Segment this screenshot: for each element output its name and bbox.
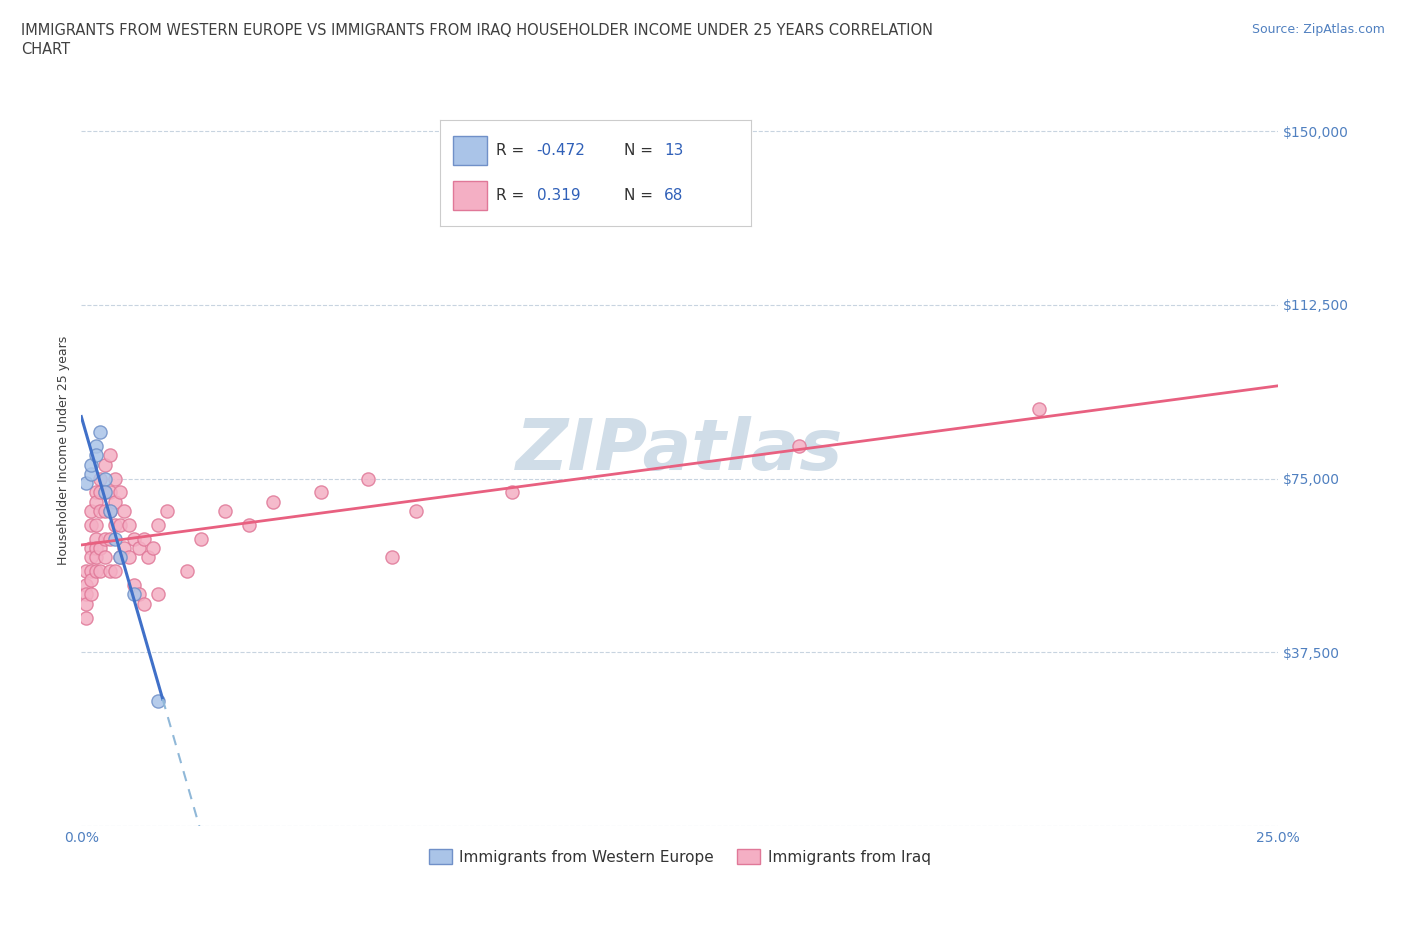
Point <box>80 540 103 555</box>
Point <box>128 540 150 555</box>
Point <box>84 517 107 532</box>
Point <box>80 550 103 565</box>
Point <box>122 578 145 592</box>
Point <box>1028 402 1050 417</box>
Point <box>98 503 121 518</box>
Point <box>98 503 121 518</box>
Point <box>146 517 169 532</box>
Point <box>787 439 810 454</box>
Point <box>94 550 117 565</box>
Point <box>80 467 103 482</box>
Point <box>405 503 427 518</box>
Point <box>136 550 159 565</box>
Point <box>112 540 135 555</box>
Point <box>89 564 111 578</box>
Point <box>156 503 179 518</box>
Point <box>108 550 131 565</box>
Point <box>89 472 111 486</box>
Point <box>128 587 150 602</box>
Point <box>75 596 97 611</box>
Point <box>118 550 141 565</box>
Point <box>75 587 97 602</box>
Point <box>94 472 117 486</box>
Point <box>84 494 107 509</box>
Text: IMMIGRANTS FROM WESTERN EUROPE VS IMMIGRANTS FROM IRAQ HOUSEHOLDER INCOME UNDER : IMMIGRANTS FROM WESTERN EUROPE VS IMMIGR… <box>21 23 934 38</box>
Point <box>94 503 117 518</box>
Point <box>501 485 523 499</box>
Point <box>94 531 117 546</box>
Point <box>98 531 121 546</box>
Point <box>98 485 121 499</box>
Point <box>132 531 155 546</box>
Point <box>357 472 380 486</box>
Point <box>94 485 117 499</box>
Point <box>104 517 127 532</box>
Point <box>94 458 117 472</box>
Point <box>98 564 121 578</box>
Point <box>89 540 111 555</box>
Point <box>75 578 97 592</box>
Point <box>75 564 97 578</box>
Point <box>84 531 107 546</box>
Point <box>108 517 131 532</box>
Point <box>214 503 236 518</box>
Point <box>122 587 145 602</box>
Point <box>238 517 260 532</box>
Point <box>94 485 117 499</box>
Y-axis label: Householder Income Under 25 years: Householder Income Under 25 years <box>58 336 70 565</box>
Point <box>80 458 103 472</box>
Text: CHART: CHART <box>21 42 70 57</box>
Point <box>84 564 107 578</box>
Point <box>84 448 107 463</box>
Point <box>142 540 165 555</box>
Point <box>89 485 111 499</box>
Point <box>75 476 97 491</box>
Point <box>80 503 103 518</box>
Point <box>80 564 103 578</box>
Point <box>80 517 103 532</box>
Point <box>104 472 127 486</box>
Legend: Immigrants from Western Europe, Immigrants from Iraq: Immigrants from Western Europe, Immigran… <box>423 844 936 870</box>
Point <box>108 550 131 565</box>
Point <box>190 531 212 546</box>
Point <box>122 531 145 546</box>
Point <box>262 494 284 509</box>
Text: Source: ZipAtlas.com: Source: ZipAtlas.com <box>1251 23 1385 36</box>
Point <box>104 531 127 546</box>
Point <box>84 485 107 499</box>
Point <box>84 540 107 555</box>
Point <box>146 587 169 602</box>
Point <box>112 503 135 518</box>
Point <box>118 517 141 532</box>
Point <box>75 610 97 625</box>
Point <box>84 439 107 454</box>
Text: ZIPatlas: ZIPatlas <box>516 417 844 485</box>
Point <box>309 485 332 499</box>
Point <box>98 448 121 463</box>
Point <box>381 550 404 565</box>
Point <box>80 573 103 588</box>
Point <box>80 587 103 602</box>
Point <box>104 494 127 509</box>
Point <box>176 564 198 578</box>
Point <box>89 425 111 440</box>
Point <box>146 694 169 709</box>
Point <box>89 503 111 518</box>
Point <box>132 596 155 611</box>
Point <box>84 550 107 565</box>
Point <box>108 485 131 499</box>
Point <box>104 564 127 578</box>
